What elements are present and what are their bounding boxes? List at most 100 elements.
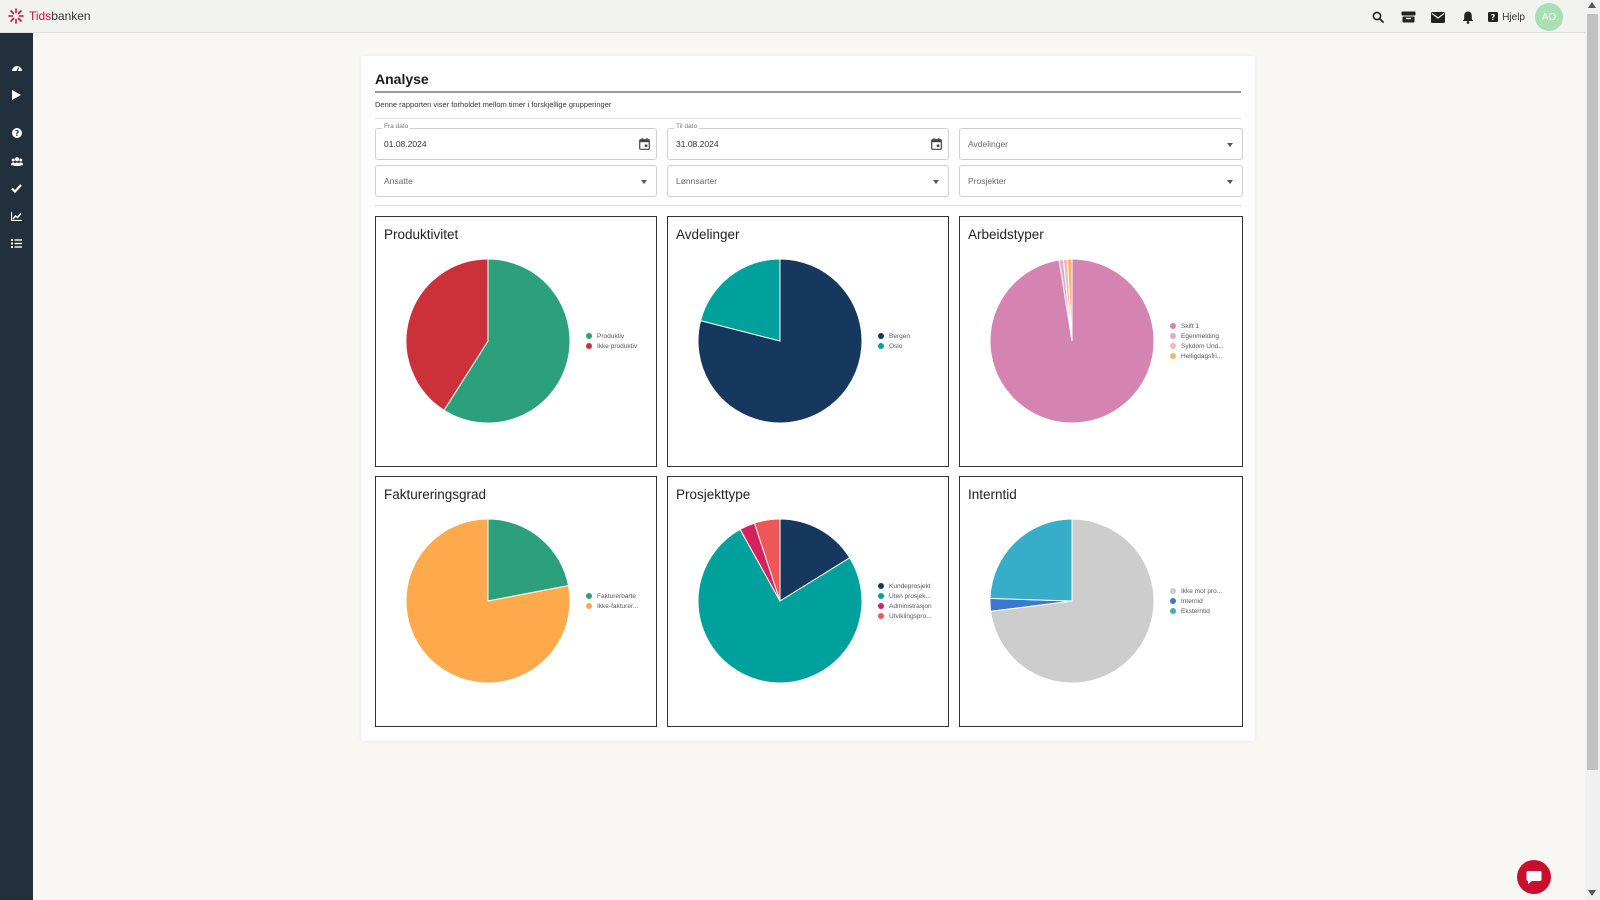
legend-label: Bergen: [889, 332, 910, 340]
sidebar-item-play[interactable]: [0, 85, 33, 105]
help-label: Hjelp: [1502, 11, 1525, 23]
chevron-down-icon: [933, 180, 939, 184]
from-date-legend: Fra dato: [382, 123, 411, 130]
projects-select[interactable]: Prosjekter: [959, 165, 1243, 197]
legend-dot: [1170, 588, 1176, 594]
sidebar-item-list[interactable]: [0, 233, 33, 253]
legend-item[interactable]: Ikke-fakturer...: [586, 601, 638, 611]
legend-label: Administrasjon: [889, 602, 932, 610]
help-button[interactable]: ? Hjelp: [1488, 12, 1525, 23]
legend-item[interactable]: Egenmelding: [1170, 331, 1224, 341]
pie-slice[interactable]: [405, 258, 489, 411]
pie-slice[interactable]: [405, 518, 571, 684]
legend-item[interactable]: Ikke produktiv: [586, 341, 637, 351]
chart-title: Faktureringsgrad: [384, 487, 487, 502]
chat-button[interactable]: [1517, 860, 1551, 894]
legend-dot: [878, 593, 884, 599]
pie-slice[interactable]: [697, 528, 863, 684]
svg-text:?: ?: [1491, 13, 1496, 22]
question-icon: ?: [11, 128, 22, 138]
legend-label: Oslo: [889, 342, 903, 350]
scroll-thumb[interactable]: [1587, 14, 1598, 770]
analysis-card: Analyse Denne rapporten viser forholdet …: [361, 56, 1255, 741]
from-date-field[interactable]: Fra dato 01.08.2024: [375, 123, 657, 160]
inbox-icon[interactable]: [1398, 7, 1418, 27]
avatar[interactable]: AO: [1535, 3, 1563, 31]
pie-chart: [989, 258, 1155, 424]
mail-icon[interactable]: [1428, 7, 1448, 27]
pie-slice[interactable]: [487, 518, 570, 602]
chart-legend: Fakturerbarte Ikke-fakturer...: [586, 591, 638, 611]
legend-dot: [878, 603, 884, 609]
pie-slice[interactable]: [989, 518, 1073, 602]
title-divider: [375, 91, 1241, 93]
pie-chart: [697, 258, 863, 424]
pie-chart: [697, 518, 863, 684]
legend-item[interactable]: Oslo: [878, 341, 910, 351]
legend-dot: [1170, 608, 1176, 614]
legend-dot: [878, 343, 884, 349]
pie-slice[interactable]: [1066, 258, 1073, 342]
calendar-icon[interactable]: [639, 138, 650, 150]
legend-item[interactable]: Administrasjon: [878, 601, 932, 611]
legend-item[interactable]: Internid: [1170, 596, 1222, 606]
sidebar-item-users[interactable]: [0, 151, 33, 171]
legend-dot: [878, 613, 884, 619]
employees-select[interactable]: Ansatte: [375, 165, 657, 197]
calendar-icon[interactable]: [931, 138, 942, 150]
pie-slice[interactable]: [753, 518, 781, 602]
page-scrollbar[interactable]: [1585, 0, 1600, 900]
pie-slice[interactable]: [699, 258, 781, 342]
pie-slice[interactable]: [779, 518, 851, 602]
legend-item[interactable]: Sykdom Und...: [1170, 341, 1224, 351]
chart-legend: Bergen Oslo: [878, 331, 910, 351]
wage-types-placeholder: Lønnsarter: [676, 176, 718, 186]
legend-label: Helligdagsfri...: [1181, 352, 1223, 360]
legend-item[interactable]: Produktiv: [586, 331, 637, 341]
chart-billing-rate: Faktureringsgrad Fakturerbarte Ikke-faktur…: [375, 476, 657, 727]
legend-item[interactable]: Uten prosjek...: [878, 591, 932, 601]
top-bar: Tidsbanken ? Hjelp AO: [0, 0, 1585, 33]
legend-item[interactable]: Skift 1: [1170, 321, 1224, 331]
app-logo[interactable]: Tidsbanken: [8, 8, 91, 24]
legend-dot: [1170, 333, 1176, 339]
legend-item[interactable]: Fakturerbarte: [586, 591, 638, 601]
legend-item[interactable]: Eksterntid: [1170, 606, 1222, 616]
legend-label: Uten prosjek...: [889, 592, 931, 600]
sidebar-item-dashboard[interactable]: [0, 57, 33, 77]
legend-dot: [1170, 353, 1176, 359]
legend-item[interactable]: Helligdagsfri...: [1170, 351, 1224, 361]
legend-item[interactable]: Bergen: [878, 331, 910, 341]
search-icon[interactable]: [1368, 7, 1388, 27]
legend-item[interactable]: Utviklingspro...: [878, 611, 932, 621]
departments-select[interactable]: Avdelinger: [959, 128, 1243, 160]
bell-icon[interactable]: [1458, 7, 1478, 27]
chat-icon: [1526, 870, 1542, 884]
legend-label: Egenmelding: [1181, 332, 1219, 340]
chevron-down-icon: [641, 180, 647, 184]
users-icon: [10, 156, 23, 166]
logo-text: Tidsbanken: [29, 9, 91, 23]
pie-chart: [405, 518, 571, 684]
scroll-up-arrow-icon[interactable]: [1588, 2, 1596, 8]
chart-title: Avdelinger: [676, 227, 740, 242]
logo-icon: [8, 8, 24, 24]
legend-label: Sykdom Und...: [1181, 342, 1224, 350]
scroll-down-arrow-icon[interactable]: [1588, 890, 1596, 896]
sidebar: ?: [0, 33, 33, 900]
legend-label: Produktiv: [597, 332, 625, 340]
sidebar-item-help[interactable]: ?: [0, 123, 33, 143]
wage-types-select[interactable]: Lønnsarter: [667, 165, 949, 197]
legend-label: Skift 1: [1181, 322, 1200, 330]
sidebar-item-reports[interactable]: [0, 206, 33, 226]
legend-item[interactable]: Ikke mot pro...: [1170, 586, 1222, 596]
legend-item[interactable]: Kundeprosjekt: [878, 581, 932, 591]
departments-placeholder: Avdelinger: [968, 139, 1009, 149]
to-date-field[interactable]: Til dato 31.08.2024: [667, 123, 949, 160]
legend-dot: [1170, 323, 1176, 329]
chart-icon: [11, 211, 22, 221]
pie-slice[interactable]: [443, 258, 571, 424]
legend-label: Utviklingspro...: [889, 612, 932, 620]
pie-chart: [989, 518, 1155, 684]
sidebar-item-approve[interactable]: [0, 178, 33, 198]
